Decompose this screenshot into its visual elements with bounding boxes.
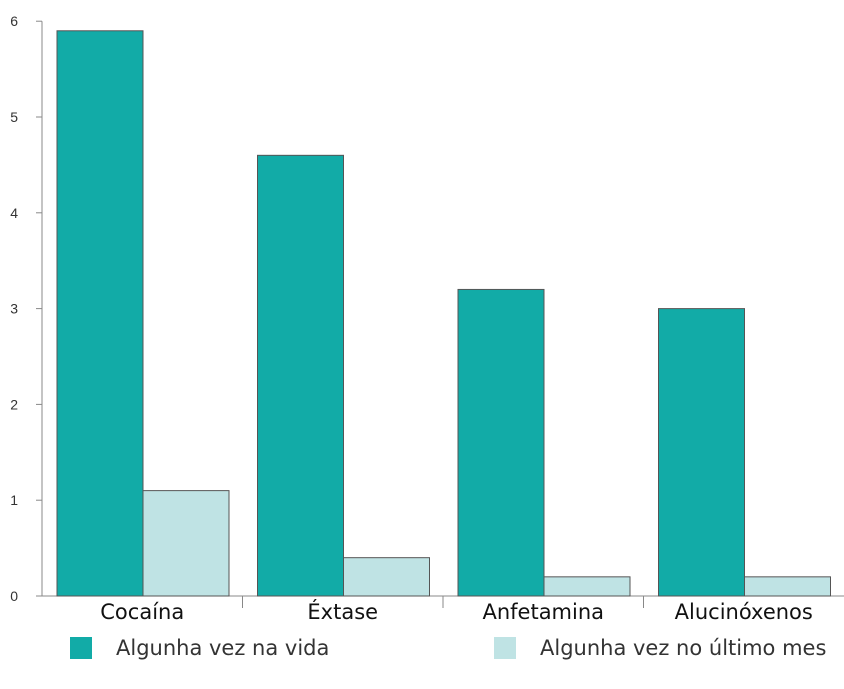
y-axis: 0 1 2 3 4 5 6 — [10, 13, 43, 604]
y-tick-label: 3 — [10, 301, 18, 317]
x-tick-label: Alucinóxenos — [675, 600, 813, 624]
bar-last-month — [744, 576, 831, 597]
legend-swatch — [494, 637, 516, 659]
x-axis: Cocaína Éxtase Anfetamina Alucinóxenos — [36, 595, 844, 624]
bar-last-month — [343, 557, 430, 597]
x-tick-label: Éxtase — [307, 599, 378, 624]
bar-lifetime — [457, 288, 545, 597]
y-tick-label: 4 — [10, 205, 18, 221]
bar-lifetime — [658, 308, 745, 597]
x-tick-label: Cocaína — [100, 600, 184, 624]
legend-label: Algunha vez no último mes — [540, 636, 827, 660]
bar-chart: 0 1 2 3 4 5 6 Cocaína Éxtase Anfetamina Alucinóxe… — [10, 13, 844, 624]
y-tick-label: 0 — [10, 588, 18, 604]
y-tick-label: 1 — [10, 492, 18, 508]
y-tick-label: 2 — [10, 396, 18, 412]
legend-swatch — [70, 637, 92, 659]
legend-item-series-2: Algunha vez no último mes — [494, 636, 826, 660]
bar-last-month — [142, 490, 230, 597]
bars — [56, 30, 831, 597]
x-tick-label: Anfetamina — [482, 600, 604, 624]
bar-lifetime — [56, 30, 144, 597]
legend-item-series-1: Algunha vez na vida — [70, 636, 329, 660]
legend-label: Algunha vez na vida — [116, 636, 330, 660]
bar-lifetime — [257, 154, 344, 597]
y-tick-label: 6 — [10, 13, 18, 29]
y-tick-label: 5 — [10, 109, 18, 125]
bar-last-month — [543, 576, 631, 597]
